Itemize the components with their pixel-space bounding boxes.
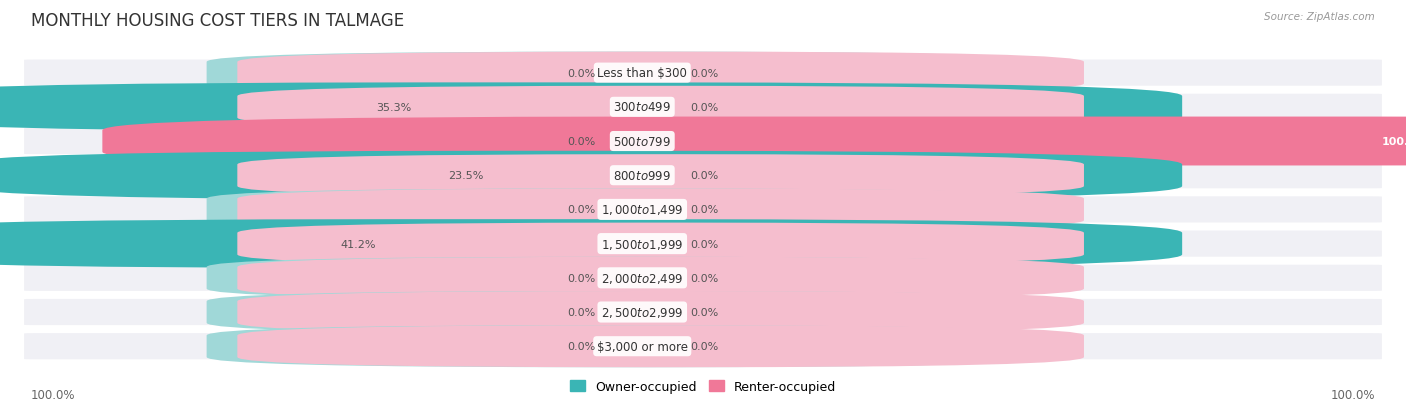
Text: $2,500 to $2,999: $2,500 to $2,999 — [600, 305, 683, 319]
FancyBboxPatch shape — [24, 299, 1382, 325]
FancyBboxPatch shape — [238, 52, 1084, 95]
FancyBboxPatch shape — [238, 155, 1084, 197]
FancyBboxPatch shape — [207, 257, 1047, 299]
FancyBboxPatch shape — [238, 291, 1084, 333]
Text: 0.0%: 0.0% — [567, 273, 595, 283]
Text: $300 to $499: $300 to $499 — [613, 101, 671, 114]
FancyBboxPatch shape — [207, 325, 1047, 368]
FancyBboxPatch shape — [238, 223, 1084, 265]
FancyBboxPatch shape — [24, 163, 1382, 189]
Text: 0.0%: 0.0% — [690, 102, 718, 113]
FancyBboxPatch shape — [24, 128, 1382, 155]
FancyBboxPatch shape — [24, 231, 1382, 257]
FancyBboxPatch shape — [207, 291, 1047, 333]
FancyBboxPatch shape — [0, 152, 1182, 200]
Text: 0.0%: 0.0% — [690, 205, 718, 215]
Text: 41.2%: 41.2% — [340, 239, 375, 249]
FancyBboxPatch shape — [103, 117, 1406, 166]
Text: $3,000 or more: $3,000 or more — [596, 340, 688, 353]
FancyBboxPatch shape — [24, 265, 1382, 291]
Text: 0.0%: 0.0% — [690, 239, 718, 249]
FancyBboxPatch shape — [207, 121, 1047, 163]
FancyBboxPatch shape — [0, 83, 1182, 132]
FancyBboxPatch shape — [207, 52, 1047, 95]
Text: $500 to $799: $500 to $799 — [613, 135, 671, 148]
Text: $1,500 to $1,999: $1,500 to $1,999 — [600, 237, 683, 251]
Text: Less than $300: Less than $300 — [598, 67, 688, 80]
Text: 0.0%: 0.0% — [690, 342, 718, 351]
Text: 0.0%: 0.0% — [567, 69, 595, 78]
Text: 0.0%: 0.0% — [567, 307, 595, 317]
FancyBboxPatch shape — [238, 87, 1084, 128]
Text: MONTHLY HOUSING COST TIERS IN TALMAGE: MONTHLY HOUSING COST TIERS IN TALMAGE — [31, 12, 404, 30]
FancyBboxPatch shape — [24, 333, 1382, 359]
FancyBboxPatch shape — [24, 95, 1382, 121]
Text: 0.0%: 0.0% — [567, 342, 595, 351]
FancyBboxPatch shape — [24, 197, 1382, 223]
Text: 0.0%: 0.0% — [690, 307, 718, 317]
Legend: Owner-occupied, Renter-occupied: Owner-occupied, Renter-occupied — [565, 375, 841, 398]
Text: 23.5%: 23.5% — [449, 171, 484, 181]
Text: 0.0%: 0.0% — [690, 273, 718, 283]
Text: $800 to $999: $800 to $999 — [613, 169, 671, 182]
Text: 100.0%: 100.0% — [1330, 388, 1375, 401]
FancyBboxPatch shape — [0, 220, 1182, 268]
Text: 100.0%: 100.0% — [31, 388, 76, 401]
Text: $2,000 to $2,499: $2,000 to $2,499 — [600, 271, 683, 285]
Text: 35.3%: 35.3% — [377, 102, 412, 113]
FancyBboxPatch shape — [24, 60, 1382, 86]
FancyBboxPatch shape — [207, 189, 1047, 231]
Text: Source: ZipAtlas.com: Source: ZipAtlas.com — [1264, 12, 1375, 22]
Text: 0.0%: 0.0% — [690, 171, 718, 181]
Text: 0.0%: 0.0% — [690, 69, 718, 78]
Text: $1,000 to $1,499: $1,000 to $1,499 — [600, 203, 683, 217]
Text: 0.0%: 0.0% — [567, 137, 595, 147]
FancyBboxPatch shape — [238, 189, 1084, 231]
Text: 100.0%: 100.0% — [1382, 137, 1406, 147]
FancyBboxPatch shape — [238, 257, 1084, 299]
Text: 0.0%: 0.0% — [567, 205, 595, 215]
FancyBboxPatch shape — [238, 325, 1084, 368]
